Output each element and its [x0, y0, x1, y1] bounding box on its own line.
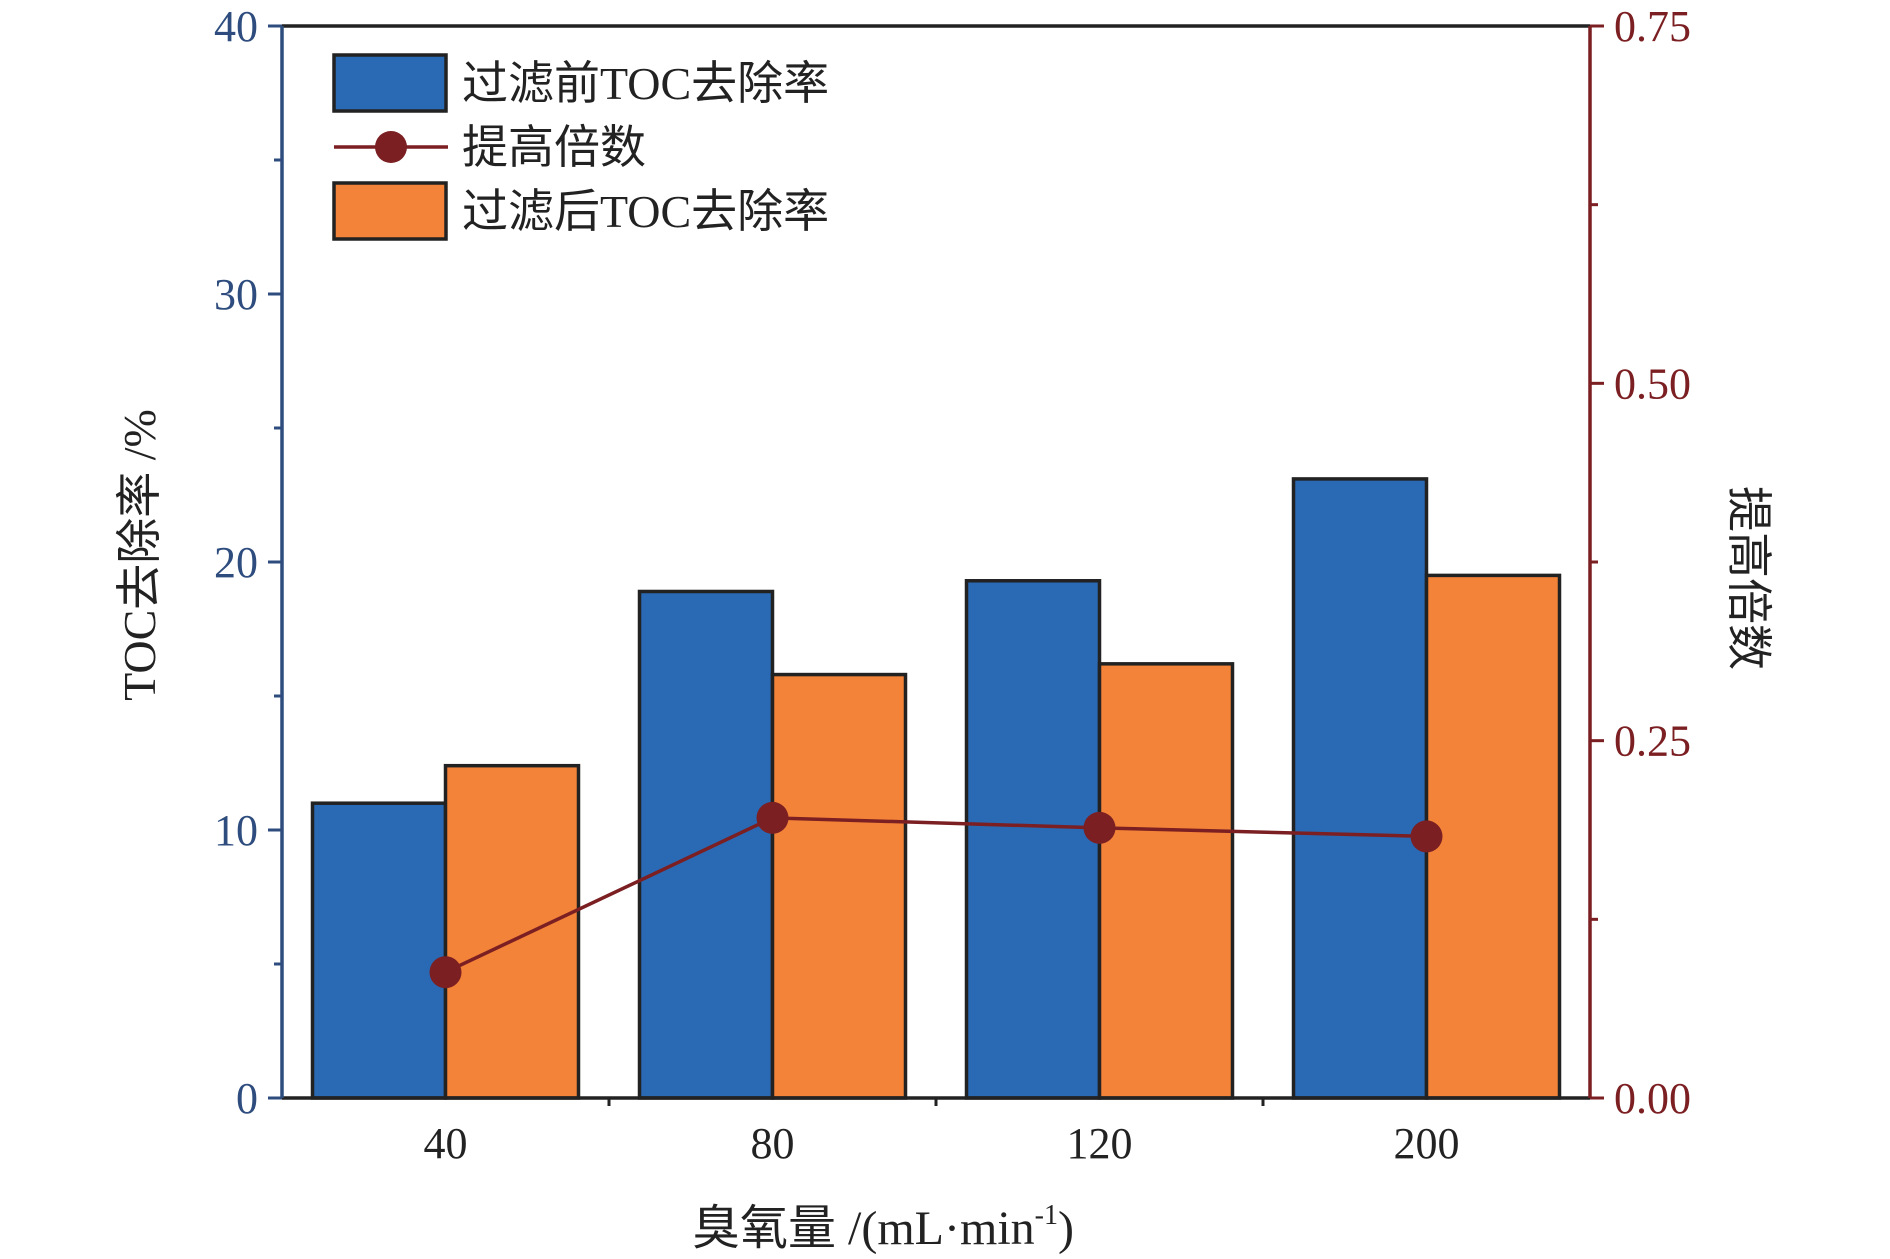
bar — [443, 763, 581, 1100]
bar — [770, 672, 908, 1100]
bar — [964, 579, 1102, 1100]
data-point — [1083, 811, 1116, 844]
y-axis-label: TOC去除率 /% — [114, 409, 165, 701]
x-axis-ticks: 40 80 120 200 — [424, 1098, 1460, 1168]
bar — [1097, 662, 1235, 1100]
legend-label: 过滤后TOC去除率 — [462, 186, 829, 237]
y-right-tick-label: 0.75 — [1614, 2, 1691, 51]
bar — [310, 801, 448, 1100]
right-axis-ticks: 0.00 0.25 0.50 0.75 — [1590, 2, 1691, 1123]
y-right-tick-label: 0.25 — [1614, 717, 1691, 766]
legend-label: 提高倍数 — [462, 122, 646, 173]
y-right-tick-label: 0.50 — [1614, 359, 1691, 408]
left-axis-ticks: 0 10 20 30 40 — [214, 2, 282, 1123]
series-line — [444, 816, 1427, 974]
x-tick-label: 80 — [751, 1119, 795, 1168]
y-tick-label: 30 — [214, 270, 258, 319]
legend-label: 过滤前TOC去除率 — [462, 58, 829, 109]
legend-swatch — [332, 181, 448, 241]
x-tick-label: 120 — [1067, 1119, 1133, 1168]
y-right-tick-label: 0.00 — [1614, 1074, 1691, 1123]
bar — [1424, 573, 1562, 1100]
data-point — [429, 956, 462, 989]
bar — [1291, 477, 1429, 1100]
y-tick-label: 40 — [214, 2, 258, 51]
legend-swatch — [332, 53, 448, 113]
data-point — [1410, 820, 1443, 853]
data-point — [756, 801, 789, 834]
y-tick-label: 20 — [214, 538, 258, 587]
legend-marker — [375, 131, 407, 163]
x-tick-label: 40 — [424, 1119, 468, 1168]
y-tick-label: 0 — [236, 1074, 258, 1123]
x-axis-label: 臭氧量 /(mL·min-1) — [692, 1200, 1074, 1255]
y-tick-label: 10 — [214, 806, 258, 855]
bars — [310, 477, 1562, 1100]
plot-frame — [280, 24, 1592, 1100]
y-axis-right-label: 提高倍数 — [1723, 486, 1774, 670]
x-tick-label: 200 — [1394, 1119, 1460, 1168]
line-series — [429, 801, 1443, 989]
bar — [637, 589, 775, 1100]
